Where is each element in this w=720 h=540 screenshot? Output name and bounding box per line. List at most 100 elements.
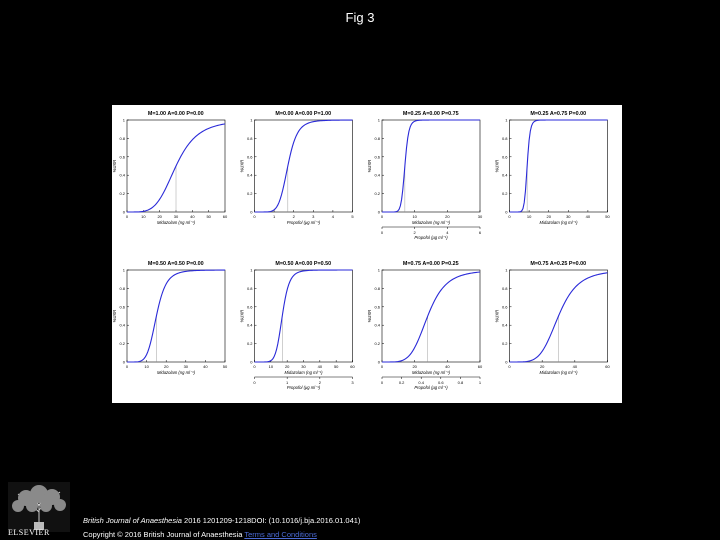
series-line xyxy=(127,123,226,213)
x-tick-label: 5 xyxy=(351,214,354,219)
series-line xyxy=(254,119,353,213)
y-tick-label: 0 xyxy=(505,360,508,365)
x-tick-label: 20 xyxy=(546,214,551,219)
secondary-x-tick-label: 0.2 xyxy=(399,380,405,385)
secondary-x-tick-label: 4 xyxy=(446,230,449,235)
x-axis-label: Midazolam (ng ml⁻¹) xyxy=(412,220,451,225)
x-tick-label: 50 xyxy=(223,364,228,369)
x-tick-label: 60 xyxy=(478,364,483,369)
y-tick-label: 0 xyxy=(123,360,126,365)
y-axis-label: %UXR xyxy=(495,160,500,173)
subplot-title: M=0.00 A=0.00 P=1.00 xyxy=(275,111,331,117)
x-tick-label: 20 xyxy=(540,364,545,369)
x-tick-label: 0 xyxy=(253,364,256,369)
secondary-x-axis-label: Propofol (μg ml⁻¹) xyxy=(414,235,448,240)
y-tick-label: 0 xyxy=(123,210,126,215)
x-tick-label: 50 xyxy=(206,214,211,219)
x-tick-label: 10 xyxy=(141,214,146,219)
x-axis-label: Midazolam (ng ml⁻¹) xyxy=(539,370,578,375)
subplot-title: M=0.50 A=0.00 P=0.50 xyxy=(275,261,331,267)
terms-link[interactable]: Terms and Conditions xyxy=(244,530,317,539)
y-tick-label: 0.8 xyxy=(119,286,125,291)
y-tick-label: 0.4 xyxy=(247,323,253,328)
chart-grid: M=1.00 A=0.00 P=0.00 0 0.2 0.4 0.6 0.8 1 %UXR 0 1… xyxy=(112,111,611,390)
y-tick-label: 0.4 xyxy=(119,323,125,328)
y-tick-label: 1 xyxy=(378,118,381,123)
subplot-title: M=0.75 A=0.25 P=0.00 xyxy=(530,261,586,267)
y-tick-label: 1 xyxy=(123,118,126,123)
figure-title: Fig 3 xyxy=(345,10,375,25)
secondary-x-tick-label: 2 xyxy=(319,380,322,385)
y-tick-label: 0 xyxy=(250,210,253,215)
y-tick-label: 0 xyxy=(378,210,381,215)
subplot-8: M=0.75 A=0.25 P=0.00 0 0.2 0.4 0.6 0.8 1 %UXR 0 2… xyxy=(495,261,611,375)
y-tick-label: 0.6 xyxy=(247,154,253,159)
subplot-2: M=0.00 A=0.00 P=1.00 0 0.2 0.4 0.6 0.8 1 %UXR 0 1… xyxy=(240,111,355,225)
y-tick-label: 0 xyxy=(250,360,253,365)
secondary-x-tick-label: 1 xyxy=(479,380,482,385)
publisher-name: ELSEVIER xyxy=(8,528,50,537)
subplot-title: M=1.00 A=0.00 P=0.00 xyxy=(148,111,204,117)
y-tick-label: 0.6 xyxy=(247,304,253,309)
secondary-x-tick-label: 0.8 xyxy=(458,380,464,385)
y-tick-label: 0.2 xyxy=(374,191,380,196)
x-tick-label: 50 xyxy=(605,214,610,219)
y-tick-label: 0.8 xyxy=(374,136,380,141)
secondary-x-tick-label: 0.6 xyxy=(438,380,444,385)
y-tick-label: 0.6 xyxy=(374,154,380,159)
secondary-x-axis-label: Propofol (μg ml⁻¹) xyxy=(414,385,448,390)
journal-name: British Journal of Anaesthesia xyxy=(83,516,182,525)
x-tick-label: 60 xyxy=(605,364,610,369)
x-tick-label: 40 xyxy=(586,214,591,219)
x-tick-label: 10 xyxy=(269,364,274,369)
subplot-title: M=0.50 A=0.50 P=0.00 xyxy=(148,261,204,267)
x-tick-label: 20 xyxy=(164,364,169,369)
x-tick-label: 10 xyxy=(144,364,149,369)
secondary-x-tick-label: 0 xyxy=(381,380,384,385)
x-tick-label: 0 xyxy=(126,214,129,219)
x-tick-label: 3 xyxy=(312,214,315,219)
series-line xyxy=(254,269,353,363)
subplot-title: M=0.25 A=0.75 P=0.00 xyxy=(530,111,586,117)
x-tick-label: 4 xyxy=(332,214,335,219)
x-tick-label: 30 xyxy=(566,214,571,219)
x-tick-label: 60 xyxy=(350,364,355,369)
y-tick-label: 0.4 xyxy=(374,173,380,178)
y-tick-label: 1 xyxy=(505,268,508,273)
y-tick-label: 0.2 xyxy=(119,191,125,196)
subplot-3: M=0.25 A=0.00 P=0.75 0 0.2 0.4 0.6 0.8 1 %UXR 0 1… xyxy=(367,111,483,240)
x-tick-label: 40 xyxy=(318,364,323,369)
y-tick-label: 0.8 xyxy=(502,286,508,291)
x-tick-label: 2 xyxy=(293,214,296,219)
x-tick-label: 20 xyxy=(412,364,417,369)
series-line xyxy=(127,269,225,363)
series-line xyxy=(382,271,481,363)
x-tick-label: 40 xyxy=(203,364,208,369)
y-tick-label: 0 xyxy=(378,360,381,365)
y-tick-label: 0.2 xyxy=(502,191,508,196)
y-tick-label: 1 xyxy=(250,268,253,273)
x-tick-label: 30 xyxy=(301,364,306,369)
x-axis-label: Midazolam (ng ml⁻¹) xyxy=(412,370,451,375)
x-axis-label: Midazolam (ng ml⁻¹) xyxy=(157,370,196,375)
y-tick-label: 0.8 xyxy=(247,136,253,141)
subplot-6: M=0.50 A=0.00 P=0.50 0 0.2 0.4 0.6 0.8 1 %UXR 0 1… xyxy=(240,261,356,390)
secondary-x-tick-label: 0.4 xyxy=(418,380,424,385)
x-tick-label: 0 xyxy=(508,214,511,219)
y-tick-label: 0.8 xyxy=(247,286,253,291)
y-tick-label: 0.2 xyxy=(247,341,253,346)
secondary-x-tick-label: 1 xyxy=(286,380,289,385)
secondary-x-axis-label: Propofol (μg ml⁻¹) xyxy=(287,385,321,390)
series-line xyxy=(509,272,608,363)
copyright-text: Copyright © 2016 British Journal of Anae… xyxy=(83,530,243,539)
y-tick-label: 0.4 xyxy=(119,173,125,178)
secondary-x-tick-label: 6 xyxy=(479,230,482,235)
subplot-5: M=0.50 A=0.50 P=0.00 0 0.2 0.4 0.6 0.8 1 %UXR 0 1… xyxy=(112,261,228,375)
y-tick-label: 0.4 xyxy=(374,323,380,328)
subplot-7: M=0.75 A=0.00 P=0.25 0 0.2 0.4 0.6 0.8 1 %UXR 0 2… xyxy=(367,261,483,390)
y-tick-label: 0.2 xyxy=(502,341,508,346)
axes-box xyxy=(254,269,353,363)
axes-box xyxy=(381,119,481,213)
x-tick-label: 60 xyxy=(223,214,228,219)
y-tick-label: 0.2 xyxy=(374,341,380,346)
